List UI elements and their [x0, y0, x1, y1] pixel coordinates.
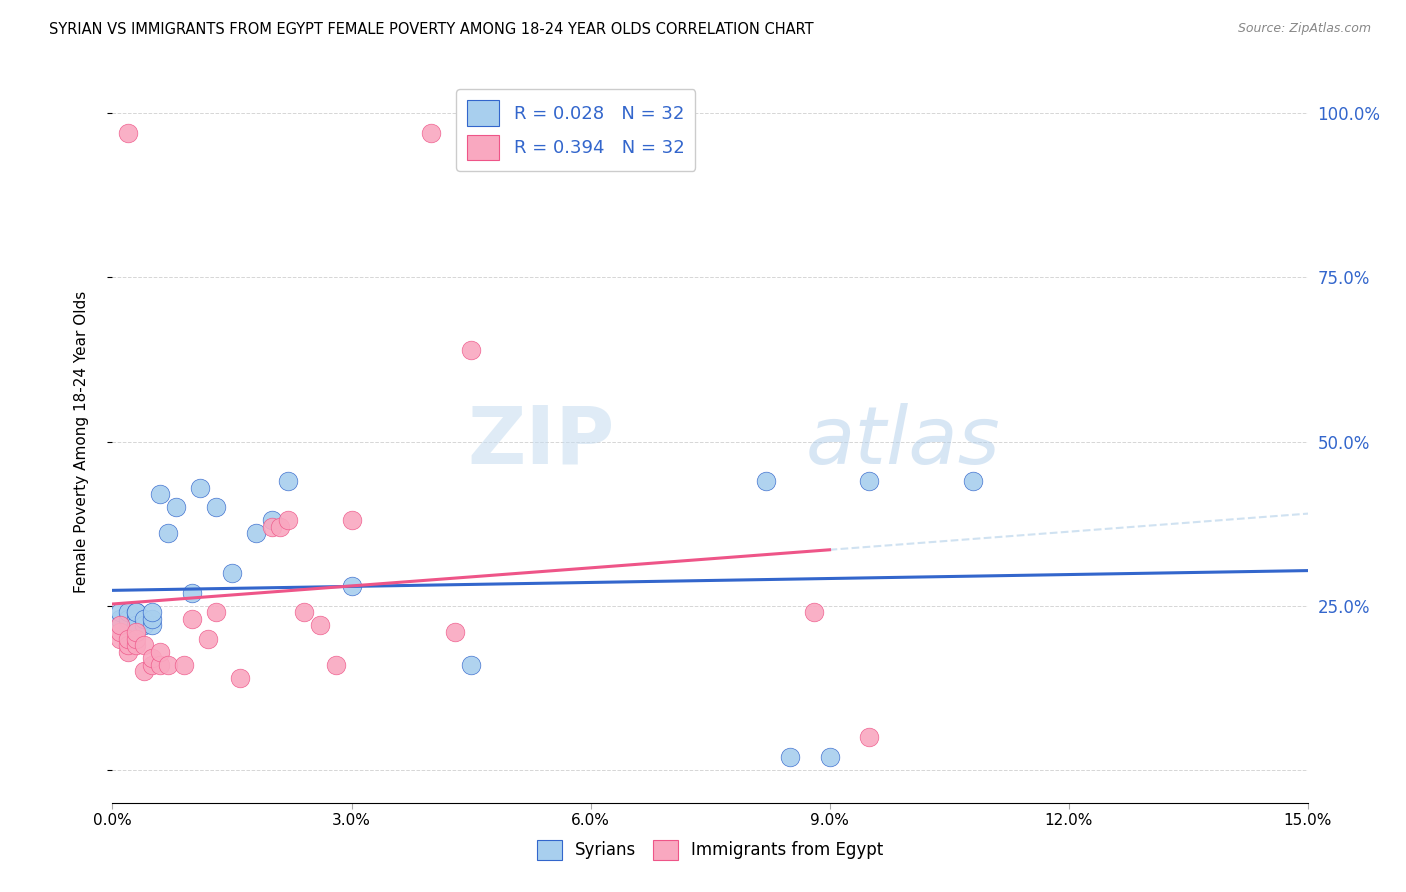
Point	[110, 605, 132, 619]
Text: ZIP: ZIP	[467, 402, 614, 481]
Point	[420, 126, 443, 140]
Point	[125, 618, 148, 632]
Point	[117, 645, 139, 659]
Point	[779, 749, 801, 764]
Point	[188, 481, 211, 495]
Point	[197, 632, 219, 646]
Point	[157, 526, 180, 541]
Point	[125, 612, 148, 626]
Point	[229, 671, 252, 685]
Point	[277, 474, 299, 488]
Point	[157, 657, 180, 672]
Point	[141, 657, 163, 672]
Point	[460, 657, 482, 672]
Point	[134, 618, 156, 632]
Point	[205, 605, 228, 619]
Point	[205, 500, 228, 515]
Point	[125, 632, 148, 646]
Point	[110, 618, 132, 632]
Point	[181, 612, 204, 626]
Point	[149, 487, 172, 501]
Point	[325, 657, 347, 672]
Point	[221, 566, 243, 580]
Point	[117, 605, 139, 619]
Point	[117, 632, 139, 646]
Point	[277, 513, 299, 527]
Point	[141, 605, 163, 619]
Point	[110, 625, 132, 640]
Point	[858, 730, 880, 744]
Point	[134, 638, 156, 652]
Point	[125, 638, 148, 652]
Point	[818, 749, 841, 764]
Point	[117, 638, 139, 652]
Point	[292, 605, 315, 619]
Point	[125, 605, 148, 619]
Point	[149, 645, 172, 659]
Text: Source: ZipAtlas.com: Source: ZipAtlas.com	[1237, 22, 1371, 36]
Legend: Syrians, Immigrants from Egypt: Syrians, Immigrants from Egypt	[530, 833, 890, 867]
Point	[755, 474, 778, 488]
Point	[460, 343, 482, 357]
Point	[181, 585, 204, 599]
Point	[165, 500, 187, 515]
Point	[858, 474, 880, 488]
Point	[117, 625, 139, 640]
Point	[117, 618, 139, 632]
Point	[444, 625, 467, 640]
Point	[245, 526, 267, 541]
Point	[962, 474, 984, 488]
Point	[308, 618, 330, 632]
Point	[260, 513, 283, 527]
Text: atlas: atlas	[806, 402, 1001, 481]
Point	[340, 513, 363, 527]
Point	[134, 665, 156, 679]
Point	[117, 126, 139, 140]
Point	[173, 657, 195, 672]
Point	[260, 520, 283, 534]
Point	[117, 612, 139, 626]
Point	[125, 618, 148, 632]
Point	[110, 618, 132, 632]
Point	[110, 632, 132, 646]
Point	[803, 605, 825, 619]
Point	[110, 612, 132, 626]
Y-axis label: Female Poverty Among 18-24 Year Olds: Female Poverty Among 18-24 Year Olds	[75, 291, 89, 592]
Point	[134, 612, 156, 626]
Point	[125, 625, 148, 640]
Text: SYRIAN VS IMMIGRANTS FROM EGYPT FEMALE POVERTY AMONG 18-24 YEAR OLDS CORRELATION: SYRIAN VS IMMIGRANTS FROM EGYPT FEMALE P…	[49, 22, 814, 37]
Point	[269, 520, 291, 534]
Point	[340, 579, 363, 593]
Point	[141, 618, 163, 632]
Point	[141, 612, 163, 626]
Point	[125, 605, 148, 619]
Point	[149, 657, 172, 672]
Point	[141, 651, 163, 665]
